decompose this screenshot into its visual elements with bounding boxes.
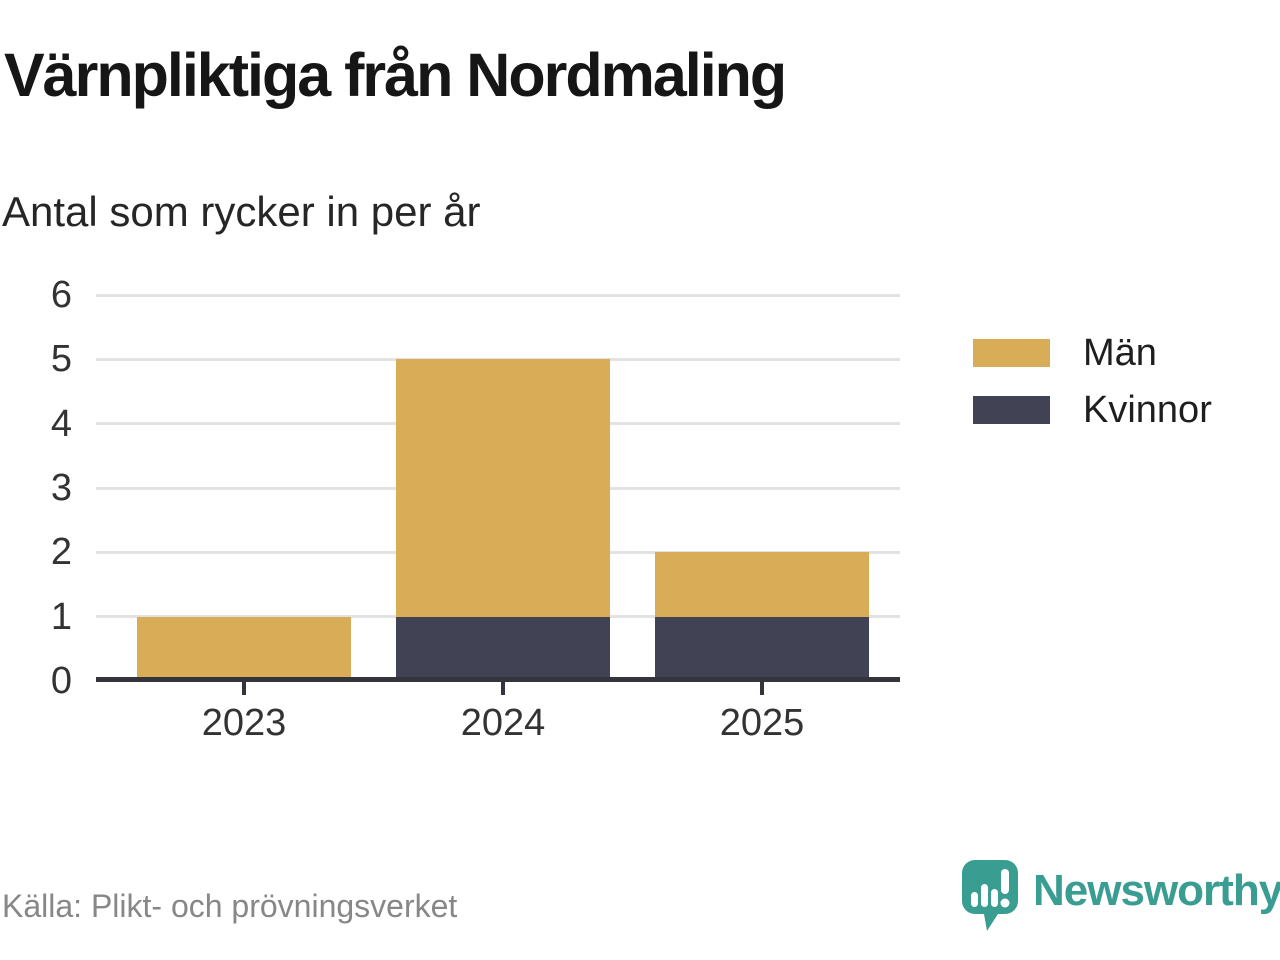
bar-2025-män: [655, 552, 869, 617]
x-tick-2025: [760, 682, 764, 695]
source-text: Källa: Plikt- och prövningsverket: [2, 888, 458, 924]
bar-2025-kvinnor: [655, 616, 869, 681]
gridline-y-6: [96, 293, 900, 297]
x-axis-label-2024: 2024: [460, 702, 546, 744]
x-axis-label-2025: 2025: [719, 702, 805, 744]
bar-2024-män: [396, 359, 610, 617]
y-axis-label-3: 3: [50, 467, 72, 509]
legend-swatch-män: [973, 339, 1050, 367]
newsworthy-speech-bubble-chart-icon: [962, 860, 1018, 931]
y-axis-label-0: 0: [50, 660, 72, 702]
y-axis-label-2: 2: [50, 531, 72, 574]
legend: Män Kvinnor: [973, 332, 1212, 453]
bar-2023-män: [137, 616, 351, 681]
y-axis-label-5: 5: [50, 338, 72, 381]
y-axis-label-6: 6: [50, 274, 72, 317]
newsworthy-wordmark: Newsworthy: [1033, 866, 1280, 915]
newsworthy-logo: Newsworthy: [960, 858, 1280, 934]
legend-label-män: Män: [1083, 331, 1157, 374]
legend-item-män: Män: [973, 332, 1212, 374]
x-tick-2023: [242, 682, 246, 695]
legend-swatch-kvinnor: [973, 396, 1050, 424]
legend-item-kvinnor: Kvinnor: [973, 389, 1212, 431]
legend-label-kvinnor: Kvinnor: [1083, 388, 1212, 431]
bar-2024-kvinnor: [396, 616, 610, 681]
y-axis-label-1: 1: [50, 595, 72, 638]
chart-title: Värnpliktiga från Nordmaling: [4, 41, 787, 109]
chart-subtitle: Antal som rycker in per år: [2, 188, 481, 235]
x-tick-2024: [501, 682, 505, 695]
x-axis-line: [96, 677, 900, 682]
y-axis-label-4: 4: [50, 402, 72, 445]
x-axis-label-2023: 2023: [201, 702, 287, 744]
